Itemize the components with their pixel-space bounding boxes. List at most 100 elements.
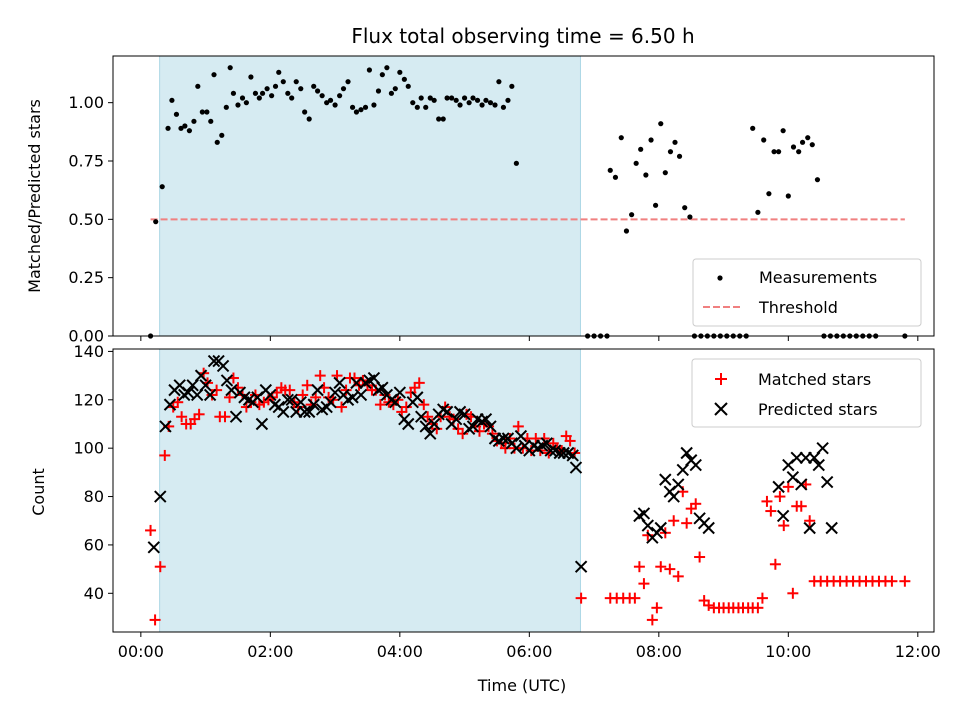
measurement-point	[676, 153, 683, 159]
measurement-point	[298, 86, 304, 92]
measurement-point	[337, 93, 343, 99]
bottom-y-tick-label: 100	[73, 439, 104, 458]
measurement-point	[449, 95, 455, 101]
measurement-point	[513, 160, 519, 166]
measurement-point	[235, 102, 241, 108]
measurement-point	[648, 137, 654, 143]
measurement-point	[227, 65, 233, 71]
measurement-point	[311, 83, 317, 89]
measurement-point	[436, 116, 442, 122]
predicted-star-point	[637, 507, 651, 520]
top-y-tick-label: 0.75	[68, 152, 104, 171]
matched-star-point	[638, 578, 650, 590]
measurement-point	[269, 93, 275, 99]
x-tick-label: 12:00	[895, 642, 941, 661]
measurement-point	[423, 104, 429, 110]
measurement-point	[178, 125, 184, 131]
predicted-star-point	[199, 379, 212, 392]
measurement-point	[280, 79, 286, 85]
matched-star-point	[564, 435, 576, 447]
predicted-star-point	[389, 396, 402, 409]
measurement-point	[272, 83, 279, 89]
measurement-point	[470, 95, 476, 101]
matched-star-point	[774, 491, 786, 503]
measurement-point	[687, 214, 693, 220]
measurement-point	[652, 202, 659, 208]
predicted-star-point	[574, 560, 588, 573]
measurement-point	[776, 149, 782, 155]
matched-star-point	[486, 428, 498, 440]
predicted-star-point	[154, 490, 167, 503]
matched-star-point	[642, 529, 654, 541]
matched-star-point	[219, 411, 231, 423]
predicted-star-point	[207, 354, 221, 368]
measurement-point	[427, 95, 433, 101]
measurement-point	[418, 95, 424, 101]
predicted-star-point	[424, 427, 437, 440]
legend-measurements-label: Measurements	[759, 268, 877, 287]
predicted-star-point	[255, 417, 269, 431]
predicted-star-point	[680, 446, 693, 460]
measurement-point	[289, 95, 295, 101]
measurement-point	[293, 79, 299, 85]
measurement-point	[248, 74, 254, 80]
measurement-point	[182, 123, 188, 129]
matched-star-point	[646, 614, 658, 626]
x-tick-label: 08:00	[636, 642, 682, 661]
measurement-point	[414, 104, 420, 110]
measurement-point	[809, 142, 815, 148]
predicted-star-point	[672, 478, 685, 491]
predicted-star-point	[566, 449, 579, 462]
predicted-star-point	[264, 388, 277, 402]
predicted-star-point	[203, 388, 217, 402]
predicted-star-point	[440, 405, 454, 419]
legend-threshold-label: Threshold	[758, 298, 838, 317]
matched-star-point	[664, 563, 676, 575]
predicted-star-point	[544, 444, 557, 457]
top-y-tick-label: 0.25	[68, 268, 104, 287]
top-y-tick-label: 1.00	[68, 93, 104, 112]
measurement-point	[302, 109, 308, 115]
predicted-star-point	[790, 451, 803, 465]
measurement-point	[618, 135, 624, 141]
matched-star-point	[149, 614, 161, 626]
matched-star-point	[159, 449, 171, 461]
matched-star-point	[310, 391, 322, 403]
measurement-point	[211, 72, 217, 78]
matched-star-point	[314, 370, 326, 382]
measurement-point	[191, 118, 197, 124]
predicted-star-point	[569, 461, 583, 474]
measurement-point	[405, 83, 411, 89]
measurement-point	[239, 95, 246, 101]
predicted-star-point	[466, 420, 480, 433]
bottom-y-tick-label: 40	[84, 584, 104, 603]
predicted-star-point	[795, 478, 808, 491]
top-points	[147, 65, 908, 339]
measurement-point	[349, 104, 356, 110]
matched-star-point	[301, 379, 313, 391]
measurement-point	[672, 139, 678, 145]
measurement-point	[633, 160, 639, 166]
bottom-y-tick-label: 120	[73, 390, 104, 409]
matched-star-point	[681, 517, 693, 529]
x-tick-label: 00:00	[118, 642, 164, 661]
top-y-ticks: 0.00 0.25 0.50 0.75 1.00	[68, 93, 113, 346]
measurement-point	[401, 76, 407, 82]
measurement-point	[319, 93, 325, 99]
measurement-point	[755, 209, 761, 215]
predicted-star-point	[376, 381, 389, 394]
matched-star-point	[703, 599, 715, 611]
measurement-point	[208, 118, 214, 124]
measurement-point	[276, 69, 282, 75]
matched-star-point	[538, 432, 550, 444]
measurement-point	[766, 191, 772, 197]
matched-star-point	[668, 515, 680, 527]
measurement-point	[243, 100, 249, 106]
measurement-point	[662, 170, 668, 176]
matched-star-point	[778, 520, 790, 532]
measurement-point	[750, 125, 756, 131]
panel-top: 0.00 0.25 0.50 0.75 1.00 Matched/Predicted s…	[25, 55, 935, 346]
bottom-x-ticks: 00:00 02:00 04:00 06:00 08:00 10:00 12:00	[118, 632, 941, 661]
bottom-legend: Matched stars Predicted stars	[691, 358, 922, 428]
